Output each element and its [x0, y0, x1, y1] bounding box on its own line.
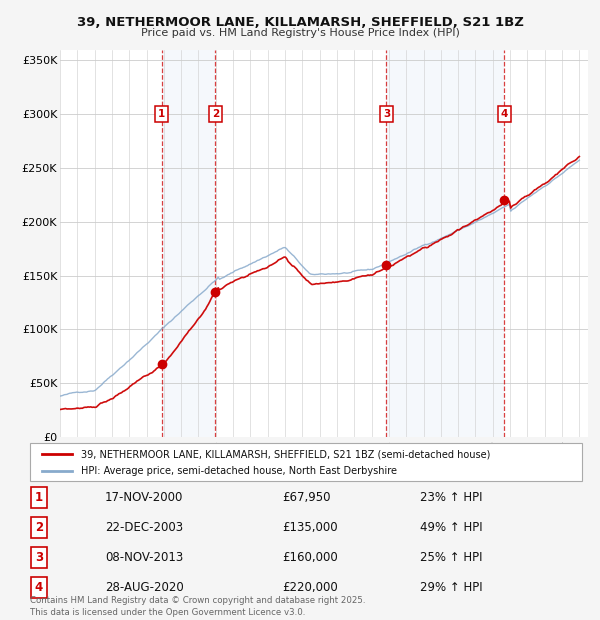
- Text: 4: 4: [500, 109, 508, 119]
- Text: HPI: Average price, semi-detached house, North East Derbyshire: HPI: Average price, semi-detached house,…: [81, 466, 397, 476]
- Text: 39, NETHERMOOR LANE, KILLAMARSH, SHEFFIELD, S21 1BZ: 39, NETHERMOOR LANE, KILLAMARSH, SHEFFIE…: [77, 16, 523, 29]
- Text: 1: 1: [35, 492, 43, 504]
- Text: £135,000: £135,000: [282, 521, 338, 534]
- Text: 39, NETHERMOOR LANE, KILLAMARSH, SHEFFIELD, S21 1BZ (semi-detached house): 39, NETHERMOOR LANE, KILLAMARSH, SHEFFIE…: [81, 450, 490, 459]
- Text: 25% ↑ HPI: 25% ↑ HPI: [420, 551, 482, 564]
- Text: Price paid vs. HM Land Registry's House Price Index (HPI): Price paid vs. HM Land Registry's House …: [140, 28, 460, 38]
- Text: 08-NOV-2013: 08-NOV-2013: [105, 551, 183, 564]
- Text: £67,950: £67,950: [282, 492, 331, 504]
- Text: 22-DEC-2003: 22-DEC-2003: [105, 521, 183, 534]
- Text: £160,000: £160,000: [282, 551, 338, 564]
- Text: 2: 2: [35, 521, 43, 534]
- Bar: [386, 50, 504, 437]
- Text: 28-AUG-2020: 28-AUG-2020: [105, 581, 184, 593]
- Text: 1: 1: [158, 109, 166, 119]
- Text: £220,000: £220,000: [282, 581, 338, 593]
- Text: 3: 3: [383, 109, 390, 119]
- Text: Contains HM Land Registry data © Crown copyright and database right 2025.
This d: Contains HM Land Registry data © Crown c…: [30, 596, 365, 617]
- Text: 17-NOV-2000: 17-NOV-2000: [105, 492, 184, 504]
- Text: 29% ↑ HPI: 29% ↑ HPI: [420, 581, 482, 593]
- Bar: [162, 50, 215, 437]
- Text: 49% ↑ HPI: 49% ↑ HPI: [420, 521, 482, 534]
- Text: 4: 4: [35, 581, 43, 593]
- Text: 2: 2: [212, 109, 219, 119]
- Text: 3: 3: [35, 551, 43, 564]
- Text: 23% ↑ HPI: 23% ↑ HPI: [420, 492, 482, 504]
